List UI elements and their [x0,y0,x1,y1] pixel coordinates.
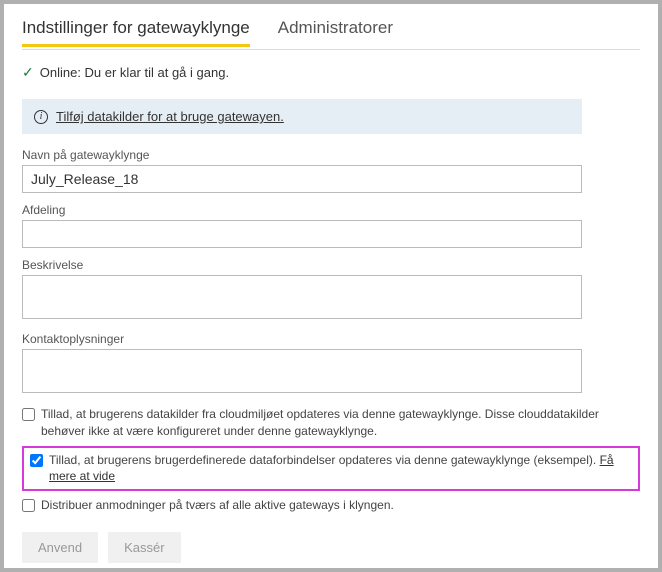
checkbox-distribute-label: Distribuer anmodninger på tværs af alle … [41,497,394,514]
department-input[interactable] [22,220,582,248]
field-contact: Kontaktoplysninger [22,332,640,396]
cluster-name-label: Navn på gatewayklynge [22,148,640,162]
button-row: Anvend Kassér [22,532,640,563]
cluster-name-input[interactable] [22,165,582,193]
checkbox-distribute[interactable] [22,499,35,512]
checkbox-custom-label: Tillad, at brugerens brugerdefinerede da… [49,452,632,486]
status-row: ✓ Online: Du er klar til at gå i gang. [22,64,640,81]
tab-divider [22,49,640,50]
checkbox-custom[interactable] [30,454,43,467]
checkbox-cloud-row: Tillad, at brugerens datakilder fra clou… [22,406,640,440]
highlighted-option: Tillad, at brugerens brugerdefinerede da… [22,446,640,492]
checkbox-cloud-label: Tillad, at brugerens datakilder fra clou… [41,406,640,440]
field-department: Afdeling [22,203,640,248]
contact-label: Kontaktoplysninger [22,332,640,346]
contact-input[interactable] [22,349,582,393]
tab-bar: Indstillinger for gatewayklynge Administ… [22,18,640,47]
discard-button[interactable]: Kassér [108,532,180,563]
info-icon: i [34,110,48,124]
description-label: Beskrivelse [22,258,640,272]
field-description: Beskrivelse [22,258,640,322]
checkbox-distribute-row: Distribuer anmodninger på tværs af alle … [22,497,640,514]
status-text: Online: Du er klar til at gå i gang. [40,65,229,80]
checkbox-custom-row: Tillad, at brugerens brugerdefinerede da… [30,452,632,486]
check-icon: ✓ [22,64,34,81]
apply-button[interactable]: Anvend [22,532,98,563]
checkbox-cloud[interactable] [22,408,35,421]
department-label: Afdeling [22,203,640,217]
info-bar: i Tilføj datakilder for at bruge gateway… [22,99,582,134]
tab-gateway-settings[interactable]: Indstillinger for gatewayklynge [22,18,250,47]
add-data-sources-link[interactable]: Tilføj datakilder for at bruge gatewayen… [56,109,284,124]
field-cluster-name: Navn på gatewayklynge [22,148,640,193]
description-input[interactable] [22,275,582,319]
tab-administrators[interactable]: Administratorer [278,18,393,47]
